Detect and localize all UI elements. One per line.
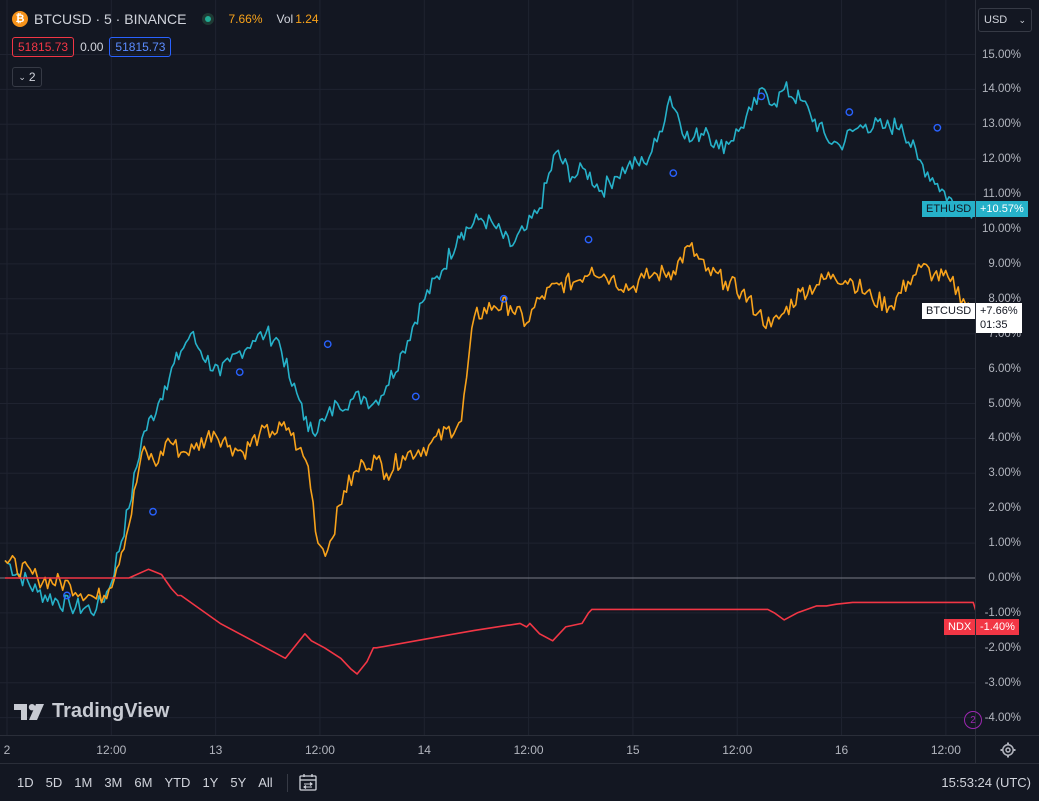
price-tick-label: 6.00% [988, 362, 1021, 375]
volume-value: 1.24 [295, 12, 319, 26]
series-value-tag-ndx: -1.40% [976, 618, 1019, 635]
tradingview-logo-icon [14, 703, 44, 720]
price-tick-label: 12.00% [981, 153, 1021, 166]
price-tick-label: 11.00% [982, 188, 1021, 201]
time-tick-label: 12:00 [96, 743, 127, 757]
clock-timezone[interactable]: 15:53:24 (UTC) [941, 775, 1031, 790]
series-marker [235, 368, 244, 376]
range-button-1y[interactable]: 1Y [202, 775, 219, 790]
time-tick-label: 12:00 [722, 743, 753, 757]
series-value-ethusd: +10.57% [980, 203, 1024, 216]
price-tick-label: 13.00% [981, 118, 1021, 131]
price-tick-label: 8.00% [988, 292, 1021, 305]
range-button-1d[interactable]: 1D [17, 775, 34, 790]
watermark-text: TradingView [52, 700, 170, 722]
price-tick-label: -1.00% [984, 606, 1021, 619]
range-button-6m[interactable]: 6M [134, 775, 153, 790]
sell-price-button[interactable]: 51815.73 [12, 37, 75, 57]
series-line-btcusd [4, 242, 975, 604]
time-tick-label: 2 [3, 743, 11, 757]
change-percent: 7.66% [228, 12, 263, 26]
series-marker [669, 169, 678, 178]
price-tick-label: -2.00% [984, 641, 1021, 654]
series-value-tag-ethusd: +10.57% [976, 201, 1028, 218]
series-marker [323, 340, 332, 349]
series-marker [845, 108, 854, 116]
time-tick-label: 16 [834, 743, 849, 757]
bitcoin-icon: ₿ [12, 11, 28, 27]
date-range-buttons: 1D 5D 1M 3M 6M YTD 1Y 5Y All [11, 775, 279, 790]
series-line-ndx [5, 568, 975, 675]
price-tick-label: 9.00% [988, 257, 1021, 270]
time-tick-label: 12:00 [304, 743, 335, 757]
currency-label: USD [984, 14, 1008, 26]
chart-settings-button[interactable] [975, 735, 1039, 763]
series-value-ndx: -1.40% [980, 620, 1015, 633]
chevron-down-icon: ⌄ [1018, 14, 1026, 25]
bar-countdown: 01:35 [980, 318, 1008, 331]
bottom-toolbar: 1D 5D 1M 3M 6M YTD 1Y 5Y All 15:53:24 (UTC) [0, 763, 1039, 801]
gear-icon [1000, 742, 1015, 757]
time-tick-label: 15 [626, 743, 640, 757]
market-open-icon [202, 13, 215, 25]
price-tick-label: 5.00% [988, 397, 1021, 410]
range-button-all[interactable]: All [258, 775, 273, 790]
volume-label: Vol [276, 12, 294, 26]
price-tick-label: 0.00% [988, 572, 1021, 584]
price-tick-label: 10.00% [981, 223, 1021, 235]
range-button-5d[interactable]: 5D [45, 775, 63, 790]
series-marker [499, 294, 508, 303]
range-button-1m[interactable]: 1M [74, 775, 93, 790]
price-tick-label: 4.00% [988, 432, 1021, 445]
series-marker [757, 92, 766, 101]
price-tick-label: 15.00% [981, 48, 1021, 61]
range-button-5y[interactable]: 5Y [230, 775, 247, 790]
series-name-tag-ethusd: ETHUSD [922, 201, 976, 218]
currency-selector[interactable]: USD ⌄ [978, 8, 1032, 32]
buy-price-button[interactable]: 51815.73 [109, 37, 172, 57]
time-tick-label: 14 [417, 743, 431, 757]
chart-pane[interactable]: ₿ BTCUSD · 5 · BINANCE 7.66% Vol 1.24 51… [0, 0, 975, 735]
time-tick-label: 12:00 [930, 743, 961, 757]
price-axis[interactable]: 15.00% 14.00% 13.00% 12.00% 11.00% 10.00% 9.00… [975, 0, 1039, 735]
tradingview-watermark: TradingView [14, 700, 169, 723]
series-marker [411, 392, 420, 401]
indicators-count: 2 [28, 70, 36, 84]
price-tick-label: 2.00% [988, 502, 1021, 515]
time-axis[interactable]: 2 12:00 13 12:00 14 12:00 15 12:00 16 12:00 [0, 735, 975, 763]
goto-date-calendar-icon[interactable] [298, 773, 320, 793]
series-line-ethusd [4, 81, 975, 617]
scroll-to-realtime-badge[interactable]: 2 [964, 711, 982, 729]
range-button-ytd[interactable]: YTD [164, 775, 191, 790]
symbol-legend: ₿ BTCUSD · 5 · BINANCE 7.66% Vol 1.24 [12, 11, 319, 27]
trade-prices: 51815.73 0.00 51815.73 [12, 37, 172, 57]
badge-count: 2 [970, 714, 976, 726]
spread-value: 0.00 [80, 40, 104, 54]
series-name-tag-btcusd: BTCUSD [922, 302, 976, 319]
price-tick-label: 14.00% [981, 83, 1021, 96]
series-name-tag-ndx: NDX [944, 618, 976, 635]
series-marker [63, 591, 71, 600]
indicators-toggle-button[interactable]: ⌄ 2 [12, 67, 42, 87]
price-tick-label: -4.00% [984, 711, 1021, 724]
time-tick-label: 13 [208, 743, 223, 757]
symbol-title[interactable]: BTCUSD · 5 · BINANCE [34, 11, 187, 27]
series-marker [149, 507, 157, 516]
price-tick-label: 1.00% [988, 537, 1021, 550]
series-value-tag-btcusd: +7.66% 01:35 [976, 302, 1022, 333]
range-button-3m[interactable]: 3M [104, 775, 123, 790]
price-tick-label: -3.00% [984, 676, 1021, 689]
price-tick-label: 3.00% [988, 467, 1021, 480]
series-marker [933, 123, 942, 132]
series-value-btcusd: +7.66% [980, 304, 1018, 317]
series-marker [584, 235, 593, 244]
time-tick-label: 12:00 [513, 743, 544, 757]
chart-plot[interactable] [0, 0, 975, 735]
toolbar-separator [286, 773, 288, 792]
chevron-down-icon: ⌄ [18, 71, 26, 82]
